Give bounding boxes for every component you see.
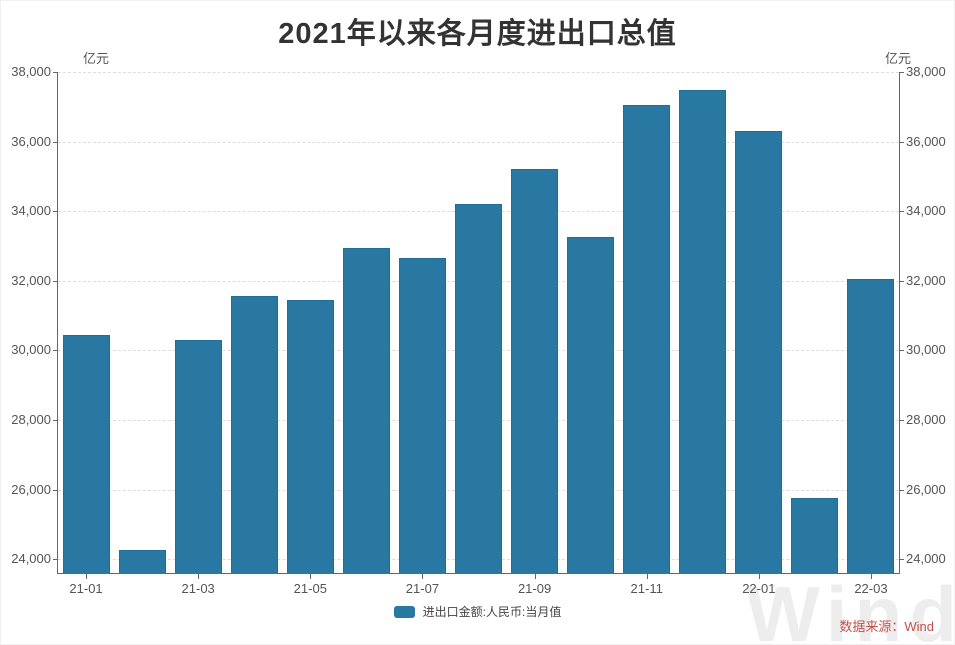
x-tick-label: 21-03 — [181, 581, 215, 596]
y-tick-label: 24,000 — [906, 551, 946, 567]
legend-swatch — [393, 605, 415, 618]
x-tick-label: 21-11 — [630, 581, 663, 596]
chart-title: 2021年以来各月度进出口总值 — [278, 18, 677, 50]
y-tick-label: 32,000 — [906, 272, 946, 288]
gridline — [58, 72, 899, 73]
bar-21-07[interactable] — [398, 258, 446, 573]
y-axis-line-left — [57, 72, 58, 574]
x-tick-label: 21-09 — [517, 581, 552, 596]
bar-21-12[interactable] — [679, 90, 727, 573]
data-source-note: 数据来源：Wind — [839, 619, 934, 634]
y-tick-mark — [53, 419, 58, 421]
bar-21-08[interactable] — [455, 204, 502, 573]
bar-22-03[interactable] — [847, 279, 895, 573]
bar-21-02[interactable] — [118, 550, 166, 573]
y-tick-label: 26,000 — [906, 481, 946, 497]
x-axis-line — [57, 573, 900, 574]
x-tick-mark — [758, 574, 760, 579]
y-tick-label: 34,000 — [906, 203, 946, 219]
x-tick-label: 22-03 — [854, 581, 888, 596]
bar-21-05[interactable] — [286, 299, 334, 573]
y-tick-mark — [899, 72, 904, 73]
bar-21-09[interactable] — [511, 169, 559, 573]
legend[interactable]: 进出口金额:人民币:当月值 — [1, 603, 954, 620]
bar-21-06[interactable] — [342, 247, 390, 573]
y-tick-mark — [899, 559, 904, 561]
y-tick-mark — [899, 350, 904, 352]
bar-22-02[interactable] — [791, 498, 839, 573]
y-tick-label: 32,000 — [11, 272, 51, 288]
bar-21-04[interactable] — [230, 296, 278, 573]
y-tick-label: 36,000 — [11, 133, 51, 149]
x-tick-mark — [646, 574, 648, 579]
y-tick-label: 30,000 — [906, 342, 946, 358]
y-tick-label: 38,000 — [906, 64, 946, 79]
bar-21-10[interactable] — [567, 236, 615, 573]
y-tick-mark — [899, 141, 904, 143]
y-tick-mark — [53, 141, 58, 143]
y-tick-label: 30,000 — [11, 342, 51, 358]
x-tick-mark — [870, 574, 872, 579]
y-tick-mark — [899, 211, 904, 213]
x-tick-label: 22-01 — [742, 581, 776, 596]
y-tick-label: 24,000 — [11, 551, 51, 567]
bar-21-01[interactable] — [62, 334, 110, 573]
x-tick-mark — [310, 574, 312, 579]
y-tick-mark — [53, 559, 58, 561]
bar-21-11[interactable] — [623, 105, 671, 573]
y-tick-label: 28,000 — [11, 411, 51, 427]
y-tick-mark — [899, 419, 904, 421]
x-tick-label: 21-01 — [69, 581, 103, 596]
y-tick-mark — [53, 280, 58, 282]
y-tick-label: 38,000 — [11, 64, 51, 79]
y-tick-mark — [53, 72, 58, 73]
gridline — [58, 141, 899, 143]
wind-watermark: Wind — [746, 570, 955, 645]
x-tick-mark — [86, 574, 88, 579]
y-axis-unit-left: 亿元 — [83, 51, 110, 66]
y-axis-unit-right: 亿元 — [885, 51, 912, 66]
y-tick-label: 28,000 — [906, 411, 946, 427]
y-tick-label: 36,000 — [906, 133, 946, 149]
x-tick-mark — [198, 574, 200, 579]
bar-22-01[interactable] — [735, 131, 783, 573]
y-axis-line-right — [899, 72, 900, 574]
y-tick-mark — [53, 350, 58, 352]
bar-21-03[interactable] — [174, 339, 222, 573]
legend-label: 进出口金额:人民币:当月值 — [422, 605, 562, 619]
y-tick-mark — [899, 280, 904, 282]
x-tick-label: 21-07 — [405, 581, 440, 596]
plot-area — [58, 72, 899, 573]
x-tick-mark — [534, 574, 536, 579]
x-tick-mark — [422, 574, 424, 579]
y-tick-mark — [53, 211, 58, 213]
y-tick-mark — [53, 489, 58, 491]
y-tick-mark — [899, 489, 904, 491]
x-tick-label: 21-05 — [293, 581, 327, 596]
y-tick-label: 26,000 — [11, 481, 51, 497]
y-tick-label: 34,000 — [11, 203, 51, 219]
